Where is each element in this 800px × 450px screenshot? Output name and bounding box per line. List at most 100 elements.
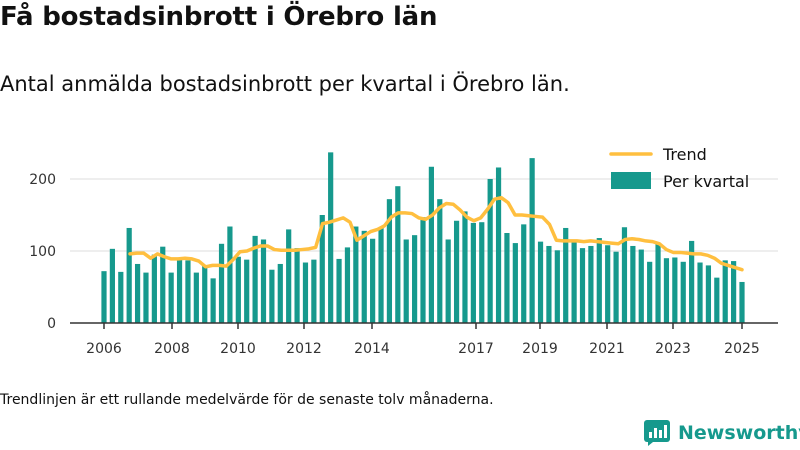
bar <box>218 243 225 323</box>
bar <box>621 227 628 323</box>
bar <box>319 215 325 323</box>
chart-title: Få bostadsinbrott i Örebro län <box>0 2 438 32</box>
legend: Trend Per kvartal <box>609 145 749 191</box>
bar <box>722 260 728 323</box>
bar <box>176 257 183 323</box>
bar <box>504 233 510 323</box>
bar <box>118 271 124 323</box>
bar <box>529 158 535 323</box>
bar <box>370 238 376 323</box>
bar <box>638 249 644 323</box>
bar <box>655 243 661 323</box>
x-tick-label: 2021 <box>589 341 625 357</box>
x-tick-label: 2025 <box>724 341 760 357</box>
bar <box>269 269 275 323</box>
x-tick-label: 2023 <box>655 341 691 357</box>
bar <box>470 222 476 323</box>
x-tick-label: 2010 <box>220 341 256 357</box>
y-tick-label: 200 <box>29 172 56 188</box>
bar <box>554 250 560 323</box>
trend-series <box>128 195 744 272</box>
y-tick-label: 100 <box>29 244 56 260</box>
bar <box>546 245 552 323</box>
bar <box>353 226 359 323</box>
bar <box>395 186 401 323</box>
bar <box>286 229 292 323</box>
bar <box>689 240 695 323</box>
bar <box>731 261 737 323</box>
bar <box>672 257 678 323</box>
bar <box>437 199 443 323</box>
bar <box>630 245 636 323</box>
bar <box>101 271 107 323</box>
bar <box>227 226 233 323</box>
bar <box>579 248 586 323</box>
bar <box>714 277 720 323</box>
bar <box>462 211 468 323</box>
bar <box>512 243 518 323</box>
bar <box>168 272 174 323</box>
legend-bar-swatch <box>611 172 651 189</box>
bar <box>420 217 426 323</box>
bar-series <box>101 152 745 323</box>
bar <box>537 241 544 323</box>
bar <box>336 258 342 323</box>
bar <box>344 247 351 323</box>
bar <box>235 256 241 323</box>
bar <box>739 281 745 323</box>
bar <box>294 248 300 323</box>
bar <box>521 224 527 323</box>
bar <box>613 251 619 323</box>
bar <box>193 272 199 323</box>
bar <box>663 258 670 323</box>
bar <box>361 230 367 323</box>
bar <box>311 259 317 323</box>
bar <box>571 242 577 323</box>
newsworthy-logo-icon <box>644 420 670 446</box>
bar <box>647 261 653 323</box>
bar <box>445 239 451 323</box>
bar <box>487 179 493 323</box>
bar <box>563 227 569 323</box>
bar <box>126 227 132 323</box>
bar <box>412 235 418 323</box>
bar <box>495 167 502 323</box>
bar <box>302 262 309 323</box>
bar <box>386 199 393 323</box>
bar <box>160 246 166 323</box>
newsworthy-logo[interactable]: Newsworthy <box>644 420 800 446</box>
bar <box>596 238 602 323</box>
bar <box>479 222 485 323</box>
bar <box>151 254 157 323</box>
bar <box>185 260 191 323</box>
chart-subtitle: Antal anmälda bostadsinbrott per kvartal… <box>0 72 570 96</box>
x-tick-label: 2008 <box>154 341 190 357</box>
axes: 2006 2008 2010 2012 2014 2017 2019 2021 2023 2025 <box>70 322 778 357</box>
bar <box>428 166 434 323</box>
y-tick-label: 0 <box>47 316 56 332</box>
bar <box>453 220 460 323</box>
bar <box>378 227 384 323</box>
bar <box>134 263 141 323</box>
x-tick-label: 2017 <box>458 341 494 357</box>
bar <box>244 259 250 323</box>
brand-name: Newsworthy <box>678 422 800 444</box>
footnote: Trendlinjen är ett rullande medelvärde f… <box>0 392 494 408</box>
bar <box>143 272 149 323</box>
bar <box>328 152 334 323</box>
legend-bar-label: Per kvartal <box>663 172 749 191</box>
x-tick-label: 2019 <box>522 341 558 357</box>
bar <box>277 263 283 323</box>
bar <box>210 278 216 323</box>
gridlines: 0 100 200 <box>29 172 778 332</box>
trend-line <box>128 195 744 272</box>
bar <box>202 265 208 323</box>
x-tick-label: 2012 <box>286 341 322 357</box>
bar <box>605 245 611 323</box>
bar <box>588 245 594 323</box>
x-tick-label: 2006 <box>86 341 122 357</box>
bar <box>680 261 686 323</box>
bar <box>403 239 409 323</box>
bar <box>697 262 703 323</box>
bar <box>705 265 712 323</box>
